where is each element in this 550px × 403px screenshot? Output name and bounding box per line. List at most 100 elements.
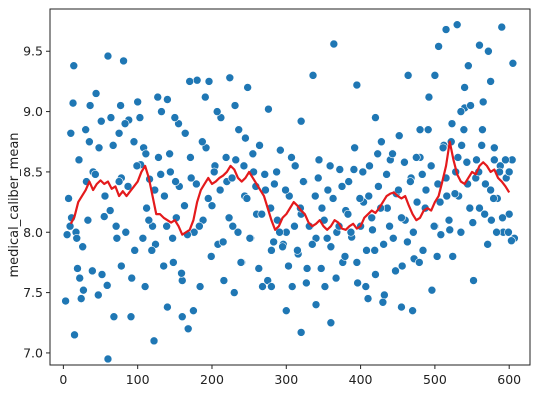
scatter-point xyxy=(504,227,513,237)
scatter-point xyxy=(355,194,365,203)
scatter-point xyxy=(394,185,403,195)
scatter-point xyxy=(397,261,407,271)
scatter-point xyxy=(192,179,201,189)
scatter-point xyxy=(492,227,501,237)
scatter-point xyxy=(130,246,140,255)
scatter-point xyxy=(103,51,113,61)
scatter-point xyxy=(135,113,145,122)
scatter-point xyxy=(224,213,234,223)
scatter-point xyxy=(457,141,466,150)
scatter-point xyxy=(243,83,252,92)
scatter-point xyxy=(70,330,79,340)
scatter-point xyxy=(352,80,362,90)
scatter-point xyxy=(160,191,169,201)
scatter-point xyxy=(346,227,356,237)
scatter-point xyxy=(171,177,180,186)
scatter-point xyxy=(465,203,475,213)
scatter-point xyxy=(180,201,189,211)
scatter-point xyxy=(207,201,217,211)
axis-ticks: 0 100 200 300 400 500 600 7.0 7.5 8.0 8.5 9.0 9.5 xyxy=(23,44,521,387)
scatter-point xyxy=(391,266,400,276)
scatter-point xyxy=(308,71,318,80)
scatter-point xyxy=(149,336,159,346)
scatter-point xyxy=(432,252,442,261)
scatter-point xyxy=(157,107,166,116)
scatter-point xyxy=(478,97,488,107)
y-tick-label: 7.5 xyxy=(23,285,43,300)
scatter-point xyxy=(159,261,168,271)
scatter-point xyxy=(62,230,72,239)
scatter-point xyxy=(400,157,409,167)
scatter-point xyxy=(480,209,489,219)
scatter-point xyxy=(132,161,142,171)
scatter-point xyxy=(138,233,148,243)
scatter-point xyxy=(385,221,394,231)
scatter-point xyxy=(114,129,124,138)
scatter-point xyxy=(486,77,495,86)
x-tick-label: 600 xyxy=(497,372,521,387)
scatter-point xyxy=(105,206,115,215)
scatter-point xyxy=(270,179,279,189)
scatter-point xyxy=(434,42,443,51)
scatter-point xyxy=(180,129,190,138)
scatter-point xyxy=(281,185,290,195)
scatter-point xyxy=(147,246,157,255)
scatter-point xyxy=(498,213,507,223)
scatter-point xyxy=(310,191,320,201)
scatter-point xyxy=(328,194,338,203)
scatter-point xyxy=(129,137,139,147)
scatter-point xyxy=(106,113,116,122)
scatter-point xyxy=(486,185,495,195)
scatter-point xyxy=(88,266,97,276)
scatter-point xyxy=(75,273,85,283)
scatter-point xyxy=(269,237,278,247)
scatter-point xyxy=(316,264,326,273)
scatter-point xyxy=(459,125,469,134)
scatter-point xyxy=(299,177,308,186)
scatter-point xyxy=(245,233,255,243)
scatter-point xyxy=(166,167,175,177)
scatter-point xyxy=(464,61,473,71)
scatter-point xyxy=(317,203,327,213)
scatter-point xyxy=(364,191,374,201)
scatter-point xyxy=(177,276,187,285)
scatter-point xyxy=(225,73,235,83)
scatter-point xyxy=(412,197,422,207)
scatter-point xyxy=(444,215,454,225)
scatter-point xyxy=(445,225,455,235)
scatter-point xyxy=(120,119,130,128)
scatter-point xyxy=(490,143,499,153)
scatter-point xyxy=(241,133,250,143)
scatter-point xyxy=(73,264,82,273)
scatter-point xyxy=(363,294,373,303)
scatter-point xyxy=(212,107,222,116)
y-axis-title: medical_caliber_mean xyxy=(7,132,22,277)
scatter-point xyxy=(456,107,466,116)
scatter-point xyxy=(195,282,205,291)
scatter-point xyxy=(78,242,87,252)
scatter-point xyxy=(227,173,237,183)
scatter-point xyxy=(438,143,448,153)
scatter-point xyxy=(272,167,281,177)
scatter-point xyxy=(452,20,462,29)
y-tick-label: 9.5 xyxy=(23,44,43,59)
scatter-point xyxy=(296,116,306,126)
scatter-point xyxy=(204,77,214,86)
scatter-point xyxy=(239,161,249,171)
scatter-point xyxy=(260,170,270,179)
scatter-point xyxy=(163,302,172,312)
scatter-point xyxy=(490,155,499,165)
scatter-point xyxy=(302,264,312,273)
scatter-point xyxy=(127,273,137,283)
scatter-point xyxy=(380,290,389,300)
scatter-point xyxy=(504,209,514,219)
scatter-point xyxy=(417,170,427,179)
scatter-point xyxy=(378,297,388,307)
scatter-point xyxy=(61,296,70,306)
scatter-point xyxy=(163,95,172,104)
x-tick-label: 0 xyxy=(59,372,67,387)
scatter-point xyxy=(340,252,350,261)
scatter-point xyxy=(103,354,113,364)
scatter-point xyxy=(430,71,440,80)
scatter-point xyxy=(429,221,439,231)
